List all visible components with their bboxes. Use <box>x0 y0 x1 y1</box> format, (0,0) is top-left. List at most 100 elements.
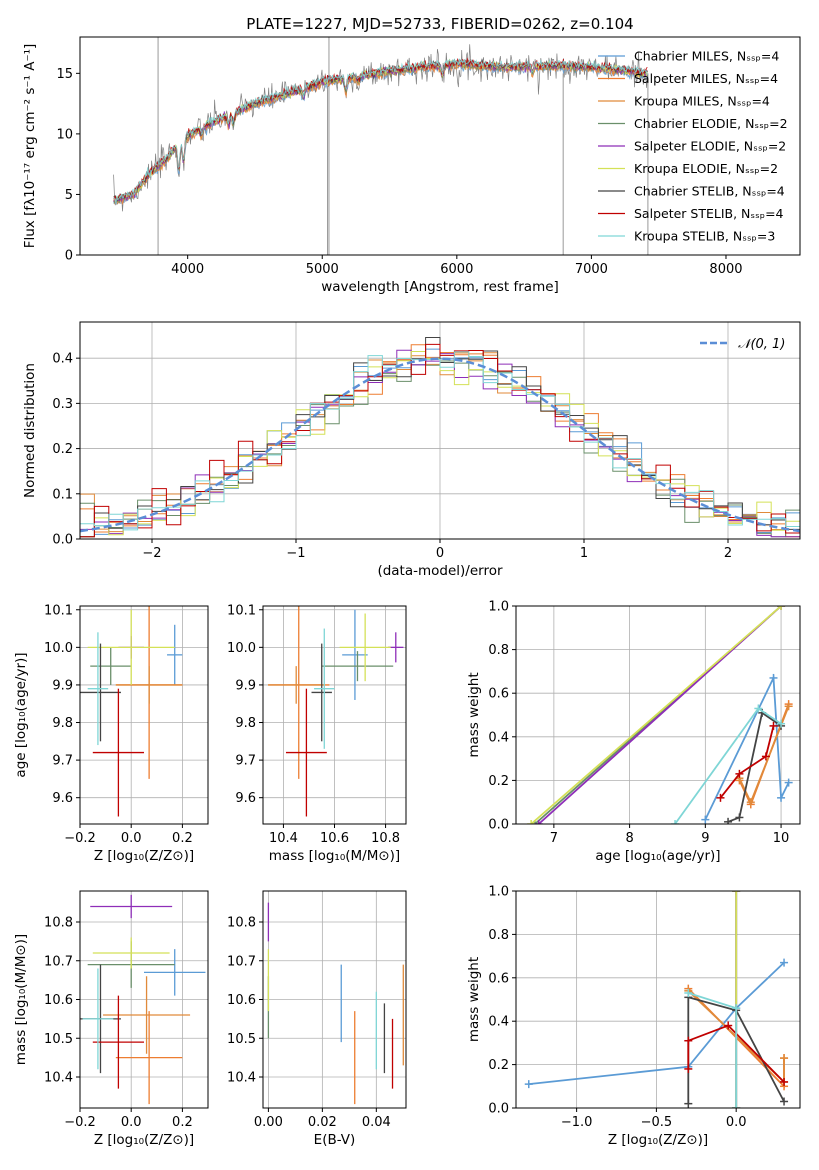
x-tick-label: 0.0 <box>121 831 142 846</box>
axes-mass-vs-Z: −0.2 0.0 0.2 10.4 10.5 10.6 10.7 10.8 Z [log₁₀(Z… <box>13 890 209 1148</box>
legend-label: Chabrier STELIB, Nₛₛₚ=4 <box>634 184 785 199</box>
y-tick-label: 0.4 <box>488 730 509 745</box>
weight-line-chabrier-stelib <box>727 711 782 823</box>
axes-weight-vs-Z: −1.0 −0.5 0.0 0.0 0.2 0.4 0.6 0.8 1.0 Z [log₁₀(Z/… <box>466 885 801 1148</box>
x-tick-label: 0.02 <box>308 1115 337 1130</box>
x-axis-label: mass [log₁₀(M/M⊙)] <box>269 848 400 864</box>
weight-marker-salpeter-stelib <box>724 1021 733 1030</box>
errorbar-salpeter-elodie <box>90 894 173 919</box>
weight-marker-kroupa-stelib <box>732 1104 741 1108</box>
weight-marker-chabrier-stelib <box>684 1099 693 1108</box>
plot-area-weight-vs-age <box>527 606 793 824</box>
x-tick-label: −2 <box>142 546 161 561</box>
weight-marker-chabrier-miles <box>784 778 793 787</box>
x-tick-label: 0.0 <box>121 1115 142 1130</box>
y-tick-label: 10.1 <box>227 603 256 618</box>
errorbar-kroupa-elodie <box>339 613 391 682</box>
errorbar-salpeter-miles <box>115 1011 183 1105</box>
x-tick-label: 10.6 <box>320 831 349 846</box>
axes-residuals: −2 −1 0 1 2 0.0 0.1 0.2 0.3 0.4 (data-model)/error… <box>22 321 801 579</box>
y-tick-label: 0.1 <box>52 487 73 502</box>
y-tick-label: 10.0 <box>44 641 73 656</box>
errorbar-kroupa-elodie <box>87 609 175 685</box>
axes-age-vs-mass: 10.4 10.6 10.8 9.6 9.7 9.8 9.9 10.0 10.1 mass [lo… <box>227 603 407 864</box>
axes-frame <box>79 605 209 825</box>
weight-marker-salpeter-stelib <box>735 769 744 778</box>
weight-marker-kroupa-miles <box>746 798 755 807</box>
y-tick-label: 0.8 <box>488 928 509 943</box>
legend-label: Kroupa ELODIE, Nₛₛₚ=2 <box>634 161 778 176</box>
legend-label: Salpeter ELODIE, Nₛₛₚ=2 <box>634 139 786 154</box>
y-tick-label: 0.2 <box>488 774 509 789</box>
weight-line-kroupa-elodie <box>530 606 782 824</box>
axes-weight-vs-age: 7 8 9 10 0.0 0.2 0.4 0.6 0.8 1.0 age [log₁₀(age/yr… <box>466 600 801 864</box>
x-tick-label: 4000 <box>171 262 204 277</box>
errorbar-chabrier-stelib <box>311 643 332 742</box>
x-tick-label: −0.2 <box>64 1115 96 1130</box>
weight-marker-salpeter-stelib <box>761 752 770 761</box>
y-tick-label: 9.9 <box>235 678 256 693</box>
axes-spectrum: 4000 5000 6000 7000 8000 0 5 10 15 wavelength [An… <box>22 36 801 295</box>
plot-area-spectrum <box>113 37 649 255</box>
errorbar-kroupa-miles <box>103 976 191 1054</box>
y-tick-label: 0.3 <box>52 397 73 412</box>
legend-label: Salpeter MILES, Nₛₛₚ=4 <box>634 71 778 86</box>
y-tick-label: 15 <box>56 67 73 82</box>
weight-marker-chabrier-miles <box>777 793 786 802</box>
y-tick-label: 0 <box>65 249 73 264</box>
errorbar-kroupa-miles <box>268 666 325 704</box>
errorbar-kroupa-stelib <box>87 632 109 746</box>
x-axis-label: E(B-V) <box>314 1132 356 1148</box>
x-tick-label: 5000 <box>306 262 339 277</box>
legend-spectrum: Chabrier MILES, Nₛₛₚ=4 Salpeter MILES, Nₛ… <box>598 49 788 244</box>
weight-marker-chabrier-stelib <box>735 813 744 822</box>
axes-frame-weight-vs-age: 7 8 9 10 0.0 0.2 0.4 0.6 0.8 1.0 age [log₁₀(age/yr… <box>466 600 801 864</box>
y-tick-label: 0.6 <box>488 971 509 986</box>
y-tick-label: 10.8 <box>227 916 256 931</box>
x-tick-label: 6000 <box>440 262 473 277</box>
x-axis-label: (data-model)/error <box>377 563 503 579</box>
axes-frame-mass-vs-ebv: 0.00 0.02 0.04 10.4 10.5 10.6 10.7 10.8 E(B-V) <box>227 890 407 1148</box>
weight-marker-kroupa-stelib <box>732 1004 741 1013</box>
y-tick-label: 10.5 <box>44 1032 73 1047</box>
errorbar-chabrier-elodie <box>90 647 132 685</box>
y-tick-label: 0.8 <box>488 643 509 658</box>
axes-frame-mass-vs-Z: −0.2 0.0 0.2 10.4 10.5 10.6 10.7 10.8 Z [log₁₀(Z… <box>13 890 209 1148</box>
plot-area-age-vs-Z <box>80 606 183 817</box>
y-tick-label: 0.2 <box>52 442 73 457</box>
x-axis-label: Z [log₁₀(Z/Z⊙)] <box>608 1132 708 1148</box>
weight-marker-kroupa-miles <box>780 1054 789 1063</box>
legend-label: 𝒩(0, 1) <box>738 337 785 352</box>
plot-area-weight-vs-Z <box>524 891 789 1108</box>
x-tick-label: 10.8 <box>371 831 400 846</box>
weight-marker-chabrier-miles <box>524 1080 533 1089</box>
weight-marker-salpeter-stelib <box>769 721 778 730</box>
y-tick-label: 9.8 <box>52 716 73 731</box>
y-tick-label: 10.7 <box>227 954 256 969</box>
x-tick-label: 0.04 <box>362 1115 391 1130</box>
legend-label: Kroupa STELIB, Nₛₛₚ=3 <box>634 229 775 244</box>
weight-marker-kroupa-stelib <box>684 988 693 997</box>
y-tick-label: 9.9 <box>52 678 73 693</box>
x-tick-label: 2 <box>724 546 732 561</box>
axes-mass-vs-ebv: 0.00 0.02 0.04 10.4 10.5 10.6 10.7 10.8 E(B-V) <box>227 890 407 1148</box>
x-tick-label: −1.0 <box>561 1115 593 1130</box>
x-axis-label: Z [log₁₀(Z/Z⊙)] <box>94 848 194 864</box>
weight-line-kroupa-stelib <box>688 992 738 1108</box>
weight-marker-kroupa-miles <box>784 702 793 711</box>
x-tick-label: 10.4 <box>269 831 298 846</box>
axes-frame-weight-vs-Z: −1.0 −0.5 0.0 0.0 0.2 0.4 0.6 0.8 1.0 Z [log₁₀(Z/… <box>466 885 801 1148</box>
y-axis-label: mass weight <box>466 957 482 1042</box>
errorbar-kroupa-miles <box>115 666 183 704</box>
errorbar-salpeter-elodie <box>388 632 404 663</box>
y-tick-label: 0.0 <box>488 818 509 833</box>
weight-line-salpeter-stelib <box>687 1024 785 1083</box>
x-tick-label: 7000 <box>575 262 608 277</box>
y-axis-label: mass [log₁₀(M/M⊙)] <box>13 934 29 1065</box>
x-axis-label: age [log₁₀(age/yr)] <box>595 848 720 864</box>
axes-frame <box>515 890 801 1109</box>
x-tick-label: 0.2 <box>172 831 193 846</box>
spectrum-model-kroupa-stelib <box>113 57 648 204</box>
figure-title: PLATE=1227, MJD=52733, FIBERID=0262, z=0… <box>246 15 633 33</box>
